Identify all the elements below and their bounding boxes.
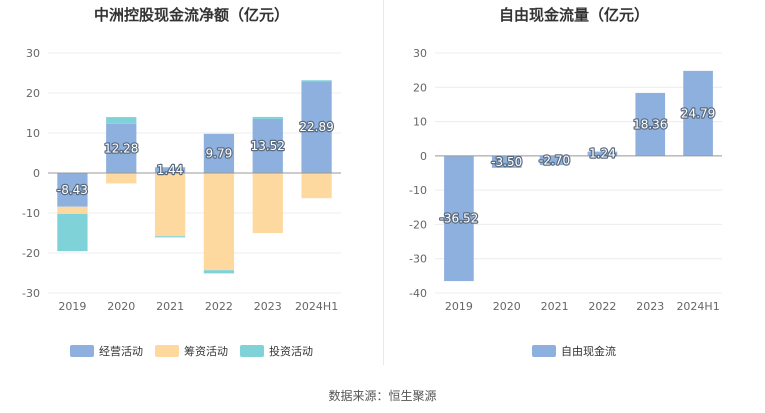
y-tick-label: -10	[22, 207, 40, 220]
bar-investing-2021	[154, 236, 186, 238]
panel-divider	[383, 0, 384, 365]
x-tick-label: 2020	[493, 300, 521, 313]
x-tick-label: 2021	[156, 300, 184, 313]
x-tick-label: 2019	[445, 300, 473, 313]
cash-flow-net-chart: 中洲控股现金流净额（亿元） 30 20 10 0 -10 -20 -30 -8.43 12.28…	[0, 0, 383, 380]
legend: 自由现金流	[383, 343, 765, 359]
y-tick-label: 0	[420, 150, 427, 163]
free-cash-flow-plot: 30 20 10 0 -10 -20 -30 -40 -36.52 -3.50 -2.70 1.24 1…	[409, 47, 722, 313]
bar-investing-2023	[252, 116, 283, 119]
data-label: 18.36	[633, 117, 667, 131]
y-tick-label: -40	[409, 287, 427, 300]
bar-free_cash_flow-2021	[539, 155, 570, 166]
data-source: 数据来源：恒生聚源	[328, 389, 437, 403]
data-label: -2.70	[539, 153, 570, 167]
y-tick-label: -30	[409, 253, 427, 266]
data-label: -8.43	[57, 183, 88, 197]
y-tick-label: 10	[26, 127, 40, 140]
bar-operating-2023	[252, 118, 283, 173]
chart-title: 自由现金流量（亿元）	[498, 6, 649, 24]
data-label: -3.50	[491, 155, 522, 169]
bar-investing-2022	[203, 270, 235, 274]
bar-operating-2022	[203, 133, 235, 173]
legend-swatch-investing	[240, 345, 264, 357]
x-tick-label: 2024H1	[676, 300, 719, 313]
bar-financing-2019	[57, 206, 88, 214]
y-tick-label: -20	[22, 247, 40, 260]
x-tick-label: 2021	[541, 300, 569, 313]
bar-operating-2019	[57, 173, 88, 207]
legend-label: 自由现金流	[561, 345, 616, 358]
y-tick-label: 10	[413, 116, 427, 129]
bar-financing-2022	[203, 173, 235, 271]
data-label: 13.52	[251, 139, 285, 153]
data-label: 9.79	[206, 146, 233, 160]
bar-investing-2019	[57, 213, 88, 252]
y-tick-label: 20	[26, 87, 40, 100]
data-label: 12.28	[104, 141, 138, 155]
cash-flow-net-plot: 30 20 10 0 -10 -20 -30 -8.43 12.28 1.44 9.79 13.52 2…	[22, 47, 341, 313]
y-tick-label: 30	[26, 47, 40, 60]
bar-investing-2024H1	[301, 80, 332, 82]
y-tick-label: -20	[409, 218, 427, 231]
x-tick-label: 2022	[588, 300, 616, 313]
legend-item-investing[interactable]: 投资活动	[240, 343, 313, 359]
bar-free_cash_flow-2023	[635, 92, 666, 156]
data-label: 24.79	[681, 106, 715, 120]
bar-free_cash_flow-2019	[444, 155, 474, 282]
data-label: 1.24	[589, 147, 616, 161]
bar-free_cash_flow-2020	[491, 155, 522, 168]
bar-financing-2024H1	[301, 173, 332, 199]
data-label: 1.44	[157, 163, 184, 177]
legend: 经营活动 筹资活动 投资活动	[0, 343, 383, 359]
data-label: 22.89	[299, 120, 333, 134]
bar-investing-2020	[106, 117, 137, 124]
x-tick-label: 2019	[58, 300, 86, 313]
x-tick-label: 2024H1	[295, 300, 338, 313]
bar-free_cash_flow-2024H1	[683, 70, 713, 156]
x-tick-label: 2023	[636, 300, 664, 313]
legend-label: 经营活动	[99, 345, 143, 358]
x-tick-label: 2022	[205, 300, 233, 313]
y-tick-label: 30	[413, 47, 427, 60]
bar-financing-2023	[252, 173, 283, 233]
bar-operating-2020	[106, 123, 137, 173]
legend-swatch-free-cash-flow	[532, 345, 556, 357]
legend-item-financing[interactable]: 筹资活动	[155, 343, 228, 359]
legend-item-free-cash-flow[interactable]: 自由现金流	[532, 343, 616, 359]
bar-free_cash_flow-2022	[587, 151, 618, 156]
x-tick-label: 2023	[254, 300, 282, 313]
data-label: -36.52	[440, 211, 479, 225]
chart-title: 中洲控股现金流净额（亿元）	[93, 6, 289, 24]
bar-operating-2021	[154, 167, 186, 173]
legend-label: 筹资活动	[184, 345, 228, 358]
legend-label: 投资活动	[269, 345, 313, 358]
free-cash-flow-chart: 自由现金流量（亿元） 30 20 10 0 -10 -20 -30 -40 -36.52 -3.5…	[383, 0, 765, 380]
x-tick-label: 2020	[107, 300, 135, 313]
y-tick-label: 20	[413, 81, 427, 94]
y-tick-label: 0	[33, 167, 40, 180]
legend-item-operating[interactable]: 经营活动	[70, 343, 143, 359]
bar-operating-2024H1	[301, 81, 332, 173]
legend-swatch-financing	[155, 345, 179, 357]
legend-swatch-operating	[70, 345, 94, 357]
y-tick-label: -10	[409, 184, 427, 197]
bar-financing-2020	[106, 173, 137, 184]
bar-financing-2021	[154, 173, 186, 237]
y-tick-label: -30	[22, 287, 40, 300]
